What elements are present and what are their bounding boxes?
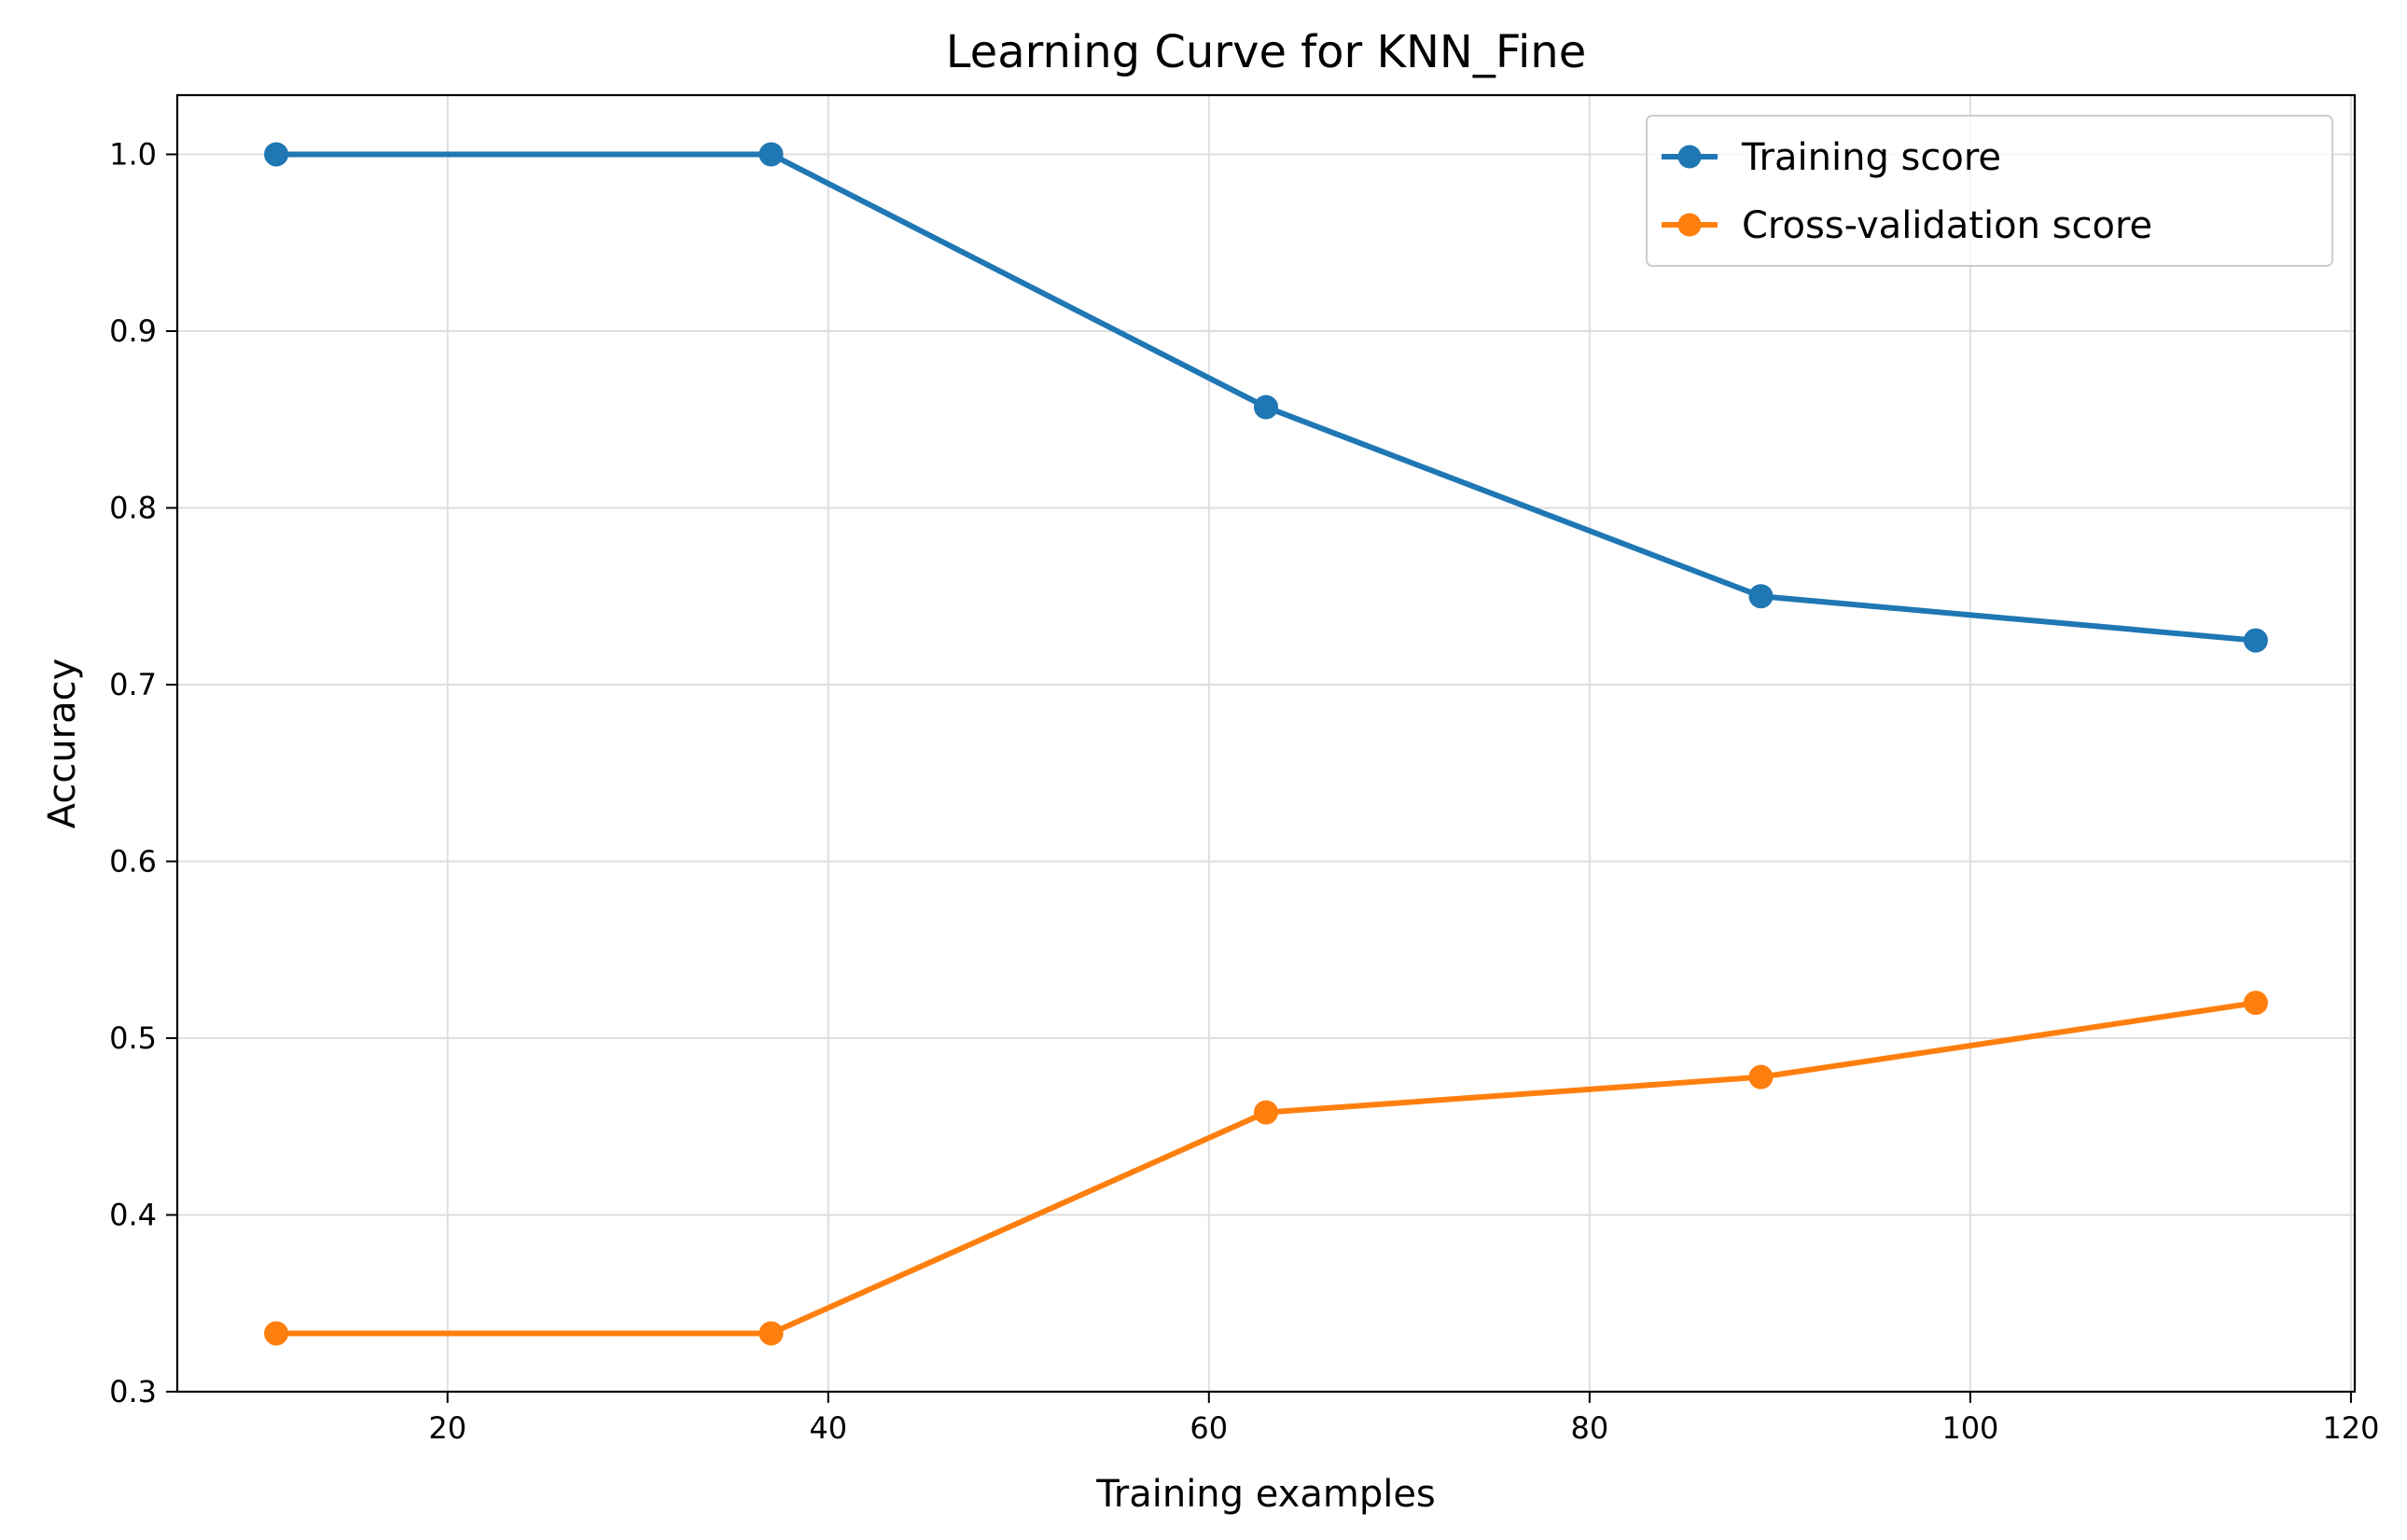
data-point xyxy=(264,1321,289,1346)
y-tick-label: 0.6 xyxy=(109,843,157,879)
data-point xyxy=(758,142,784,167)
chart-title: Learning Curve for KNN_Fine xyxy=(946,26,1586,78)
y-tick-label: 0.7 xyxy=(109,667,157,702)
legend-entry: Training score xyxy=(1662,136,2001,179)
x-tick-label: 60 xyxy=(1190,1410,1228,1446)
legend-entry: Cross-validation score xyxy=(1662,204,2152,247)
legend-swatch-marker xyxy=(1677,145,1702,169)
legend-label: Cross-validation score xyxy=(1742,204,2152,247)
x-tick-label: 100 xyxy=(1941,1410,1998,1446)
y-tick-label: 0.5 xyxy=(109,1020,157,1056)
plot-frame xyxy=(175,93,2357,1394)
x-axis-label: Training examples xyxy=(1095,1473,1436,1516)
y-tick-label: 0.4 xyxy=(109,1197,157,1232)
data-point xyxy=(2243,628,2268,653)
data-point xyxy=(1254,1100,1278,1125)
data-point xyxy=(758,1321,784,1346)
data-point xyxy=(1748,1064,1774,1089)
y-axis-label: Accuracy xyxy=(41,659,84,829)
grid-lines xyxy=(177,95,2355,1393)
legend: Training score Cross-validation score xyxy=(1646,115,2333,267)
y-tick-label: 0.9 xyxy=(109,313,157,349)
x-tick-label: 80 xyxy=(1570,1410,1608,1446)
data-point xyxy=(264,142,289,167)
legend-box xyxy=(1646,115,2333,267)
y-tick-label: 0.3 xyxy=(109,1374,157,1409)
y-tick-label: 1.0 xyxy=(109,136,157,172)
axis-ticks: 20 40 60 80 100 120 0.3 0.4 0.5 0.6 0.7 0.8 0.9 1.0 xyxy=(109,136,2379,1446)
legend-swatch-marker xyxy=(1677,213,1702,237)
x-tick-label: 40 xyxy=(809,1410,847,1446)
series-cross-validation-score xyxy=(264,991,2268,1346)
y-tick-label: 0.8 xyxy=(109,490,157,525)
x-tick-label: 120 xyxy=(2322,1410,2379,1446)
data-point xyxy=(2243,991,2268,1016)
series-layer xyxy=(264,142,2268,1346)
x-tick-label: 20 xyxy=(428,1410,466,1446)
data-point xyxy=(1254,395,1278,420)
series-training-score xyxy=(264,142,2268,653)
legend-label: Training score xyxy=(1741,136,2001,179)
data-point xyxy=(1748,584,1774,609)
